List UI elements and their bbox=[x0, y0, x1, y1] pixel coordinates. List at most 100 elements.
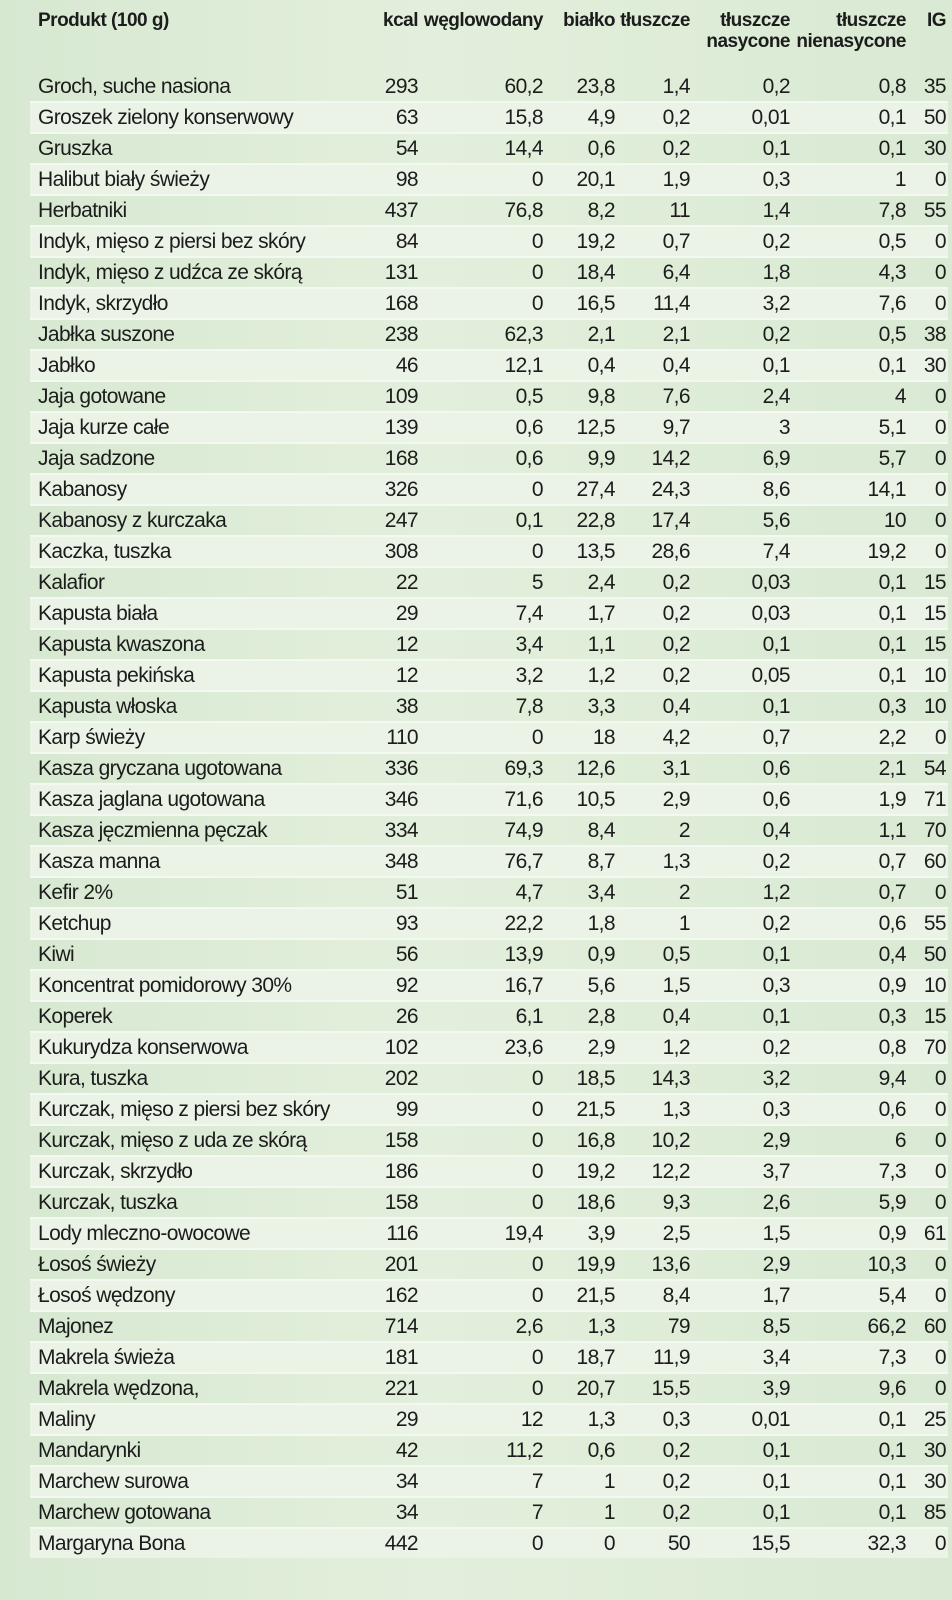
protein-cell: 19,2 bbox=[545, 1156, 617, 1188]
table-row: Margaryna Bona 442 0 0 50 15,5 32,3 0 bbox=[30, 1528, 948, 1558]
table-row: Jabłka suszone 238 62,3 2,1 2,1 0,2 0,5 38 bbox=[30, 319, 948, 351]
carbohydrates-cell: 0 bbox=[420, 1280, 545, 1312]
product-name-cell: Mandarynki bbox=[30, 1435, 357, 1467]
carbohydrates-cell: 7 bbox=[420, 1497, 545, 1529]
glycemic-index-cell: 0 bbox=[908, 288, 948, 320]
protein-cell: 22,8 bbox=[545, 505, 617, 537]
protein-cell: 16,8 bbox=[545, 1125, 617, 1157]
kcal-cell: 336 bbox=[357, 753, 420, 785]
glycemic-index-cell: 35 bbox=[908, 72, 948, 103]
carbohydrates-cell: 0 bbox=[420, 164, 545, 196]
kcal-cell: 186 bbox=[357, 1156, 420, 1188]
saturated-fat-cell: 0,1 bbox=[692, 1466, 792, 1498]
carbohydrates-cell: 60,2 bbox=[420, 72, 545, 103]
kcal-cell: 92 bbox=[357, 970, 420, 1002]
glycemic-index-cell: 0 bbox=[908, 1528, 948, 1558]
carbohydrates-cell: 0 bbox=[420, 722, 545, 754]
carbohydrates-cell: 74,9 bbox=[420, 815, 545, 847]
table-row: Kapusta pekińska 12 3,2 1,2 0,2 0,05 0,1 10 bbox=[30, 660, 948, 692]
glycemic-index-cell: 85 bbox=[908, 1497, 948, 1529]
protein-cell: 2,9 bbox=[545, 1032, 617, 1064]
carbohydrates-cell: 0 bbox=[420, 226, 545, 258]
product-name-cell: Lody mleczno-owocowe bbox=[30, 1218, 357, 1250]
unsaturated-fat-cell: 9,4 bbox=[792, 1063, 908, 1095]
saturated-fat-cell: 8,6 bbox=[692, 474, 792, 506]
protein-cell: 2,8 bbox=[545, 1001, 617, 1033]
saturated-fat-cell: 3,9 bbox=[692, 1373, 792, 1405]
table-row: Kalafior 22 5 2,4 0,2 0,03 0,1 15 bbox=[30, 567, 948, 599]
protein-cell: 0,4 bbox=[545, 350, 617, 382]
saturated-fat-cell: 0,1 bbox=[692, 133, 792, 165]
kcal-cell: 201 bbox=[357, 1249, 420, 1281]
carbohydrates-cell: 0 bbox=[420, 1094, 545, 1126]
glycemic-index-cell: 50 bbox=[908, 102, 948, 134]
saturated-fat-cell: 0,6 bbox=[692, 784, 792, 816]
fat-cell: 17,4 bbox=[617, 505, 692, 537]
table-row: Kapusta biała 29 7,4 1,7 0,2 0,03 0,1 15 bbox=[30, 598, 948, 630]
product-name-cell: Łosoś świeży bbox=[30, 1249, 357, 1281]
fat-cell: 2,9 bbox=[617, 784, 692, 816]
glycemic-index-cell: 0 bbox=[908, 1342, 948, 1374]
kcal-cell: 110 bbox=[357, 722, 420, 754]
unsaturated-fat-cell: 2,1 bbox=[792, 753, 908, 785]
unsaturated-fat-cell: 0,8 bbox=[792, 72, 908, 103]
kcal-cell: 22 bbox=[357, 567, 420, 599]
saturated-fat-cell: 6,9 bbox=[692, 443, 792, 475]
unsaturated-fat-cell: 0,1 bbox=[792, 1435, 908, 1467]
glycemic-index-cell: 0 bbox=[908, 412, 948, 444]
fat-cell: 0,2 bbox=[617, 1435, 692, 1467]
table-row: Kasza manna 348 76,7 8,7 1,3 0,2 0,7 60 bbox=[30, 846, 948, 878]
table-row: Kefir 2% 51 4,7 3,4 2 1,2 0,7 0 bbox=[30, 877, 948, 909]
saturated-fat-cell: 0,1 bbox=[692, 350, 792, 382]
protein-cell: 3,3 bbox=[545, 691, 617, 723]
saturated-fat-cell: 1,4 bbox=[692, 195, 792, 227]
product-name-cell: Koperek bbox=[30, 1001, 357, 1033]
header-glycemic-index: IG bbox=[926, 10, 947, 31]
table-row: Kurczak, skrzydło 186 0 19,2 12,2 3,7 7,3 0 bbox=[30, 1156, 948, 1188]
table-row: Kasza gryczana ugotowana 336 69,3 12,6 3,1 0,… bbox=[30, 753, 948, 785]
glycemic-index-cell: 70 bbox=[908, 1032, 948, 1064]
unsaturated-fat-cell: 0,1 bbox=[792, 350, 908, 382]
kcal-cell: 247 bbox=[357, 505, 420, 537]
protein-cell: 21,5 bbox=[545, 1094, 617, 1126]
carbohydrates-cell: 0,6 bbox=[420, 443, 545, 475]
header-row: Produkt (100 g) kcal węglowodany białko … bbox=[30, 6, 948, 72]
product-name-cell: Kurczak, skrzydło bbox=[30, 1156, 357, 1188]
fat-cell: 14,3 bbox=[617, 1063, 692, 1095]
table-row: Majonez 714 2,6 1,3 79 8,5 66,2 60 bbox=[30, 1311, 948, 1343]
kcal-cell: 116 bbox=[357, 1218, 420, 1250]
table-row: Kapusta kwaszona 12 3,4 1,1 0,2 0,1 0,1 15 bbox=[30, 629, 948, 661]
glycemic-index-cell: 0 bbox=[908, 164, 948, 196]
carbohydrates-cell: 0 bbox=[420, 474, 545, 506]
unsaturated-fat-cell: 9,6 bbox=[792, 1373, 908, 1405]
fat-cell: 6,4 bbox=[617, 257, 692, 289]
carbohydrates-cell: 15,8 bbox=[420, 102, 545, 134]
table-row: Jaja kurze całe 139 0,6 12,5 9,7 3 5,1 0 bbox=[30, 412, 948, 444]
fat-cell: 0,2 bbox=[617, 598, 692, 630]
glycemic-index-cell: 0 bbox=[908, 1187, 948, 1219]
table-row: Indyk, skrzydło 168 0 16,5 11,4 3,2 7,6 0 bbox=[30, 288, 948, 320]
kcal-cell: 202 bbox=[357, 1063, 420, 1095]
unsaturated-fat-cell: 0,1 bbox=[792, 660, 908, 692]
protein-cell: 8,7 bbox=[545, 846, 617, 878]
carbohydrates-cell: 0,6 bbox=[420, 412, 545, 444]
table-row: Mandarynki 42 11,2 0,6 0,2 0,1 0,1 30 bbox=[30, 1435, 948, 1467]
table-row: Jaja sadzone 168 0,6 9,9 14,2 6,9 5,7 0 bbox=[30, 443, 948, 475]
unsaturated-fat-cell: 0,4 bbox=[792, 939, 908, 971]
glycemic-index-cell: 38 bbox=[908, 319, 948, 351]
table-row: Kura, tuszka 202 0 18,5 14,3 3,2 9,4 0 bbox=[30, 1063, 948, 1095]
protein-cell: 13,5 bbox=[545, 536, 617, 568]
protein-cell: 1,1 bbox=[545, 629, 617, 661]
table-row: Kasza jęczmienna pęczak 334 74,9 8,4 2 0,4 1,1… bbox=[30, 815, 948, 847]
carbohydrates-cell: 0 bbox=[420, 288, 545, 320]
protein-cell: 27,4 bbox=[545, 474, 617, 506]
saturated-fat-cell: 0,01 bbox=[692, 1404, 792, 1436]
table-row: Kurczak, tuszka 158 0 18,6 9,3 2,6 5,9 0 bbox=[30, 1187, 948, 1219]
saturated-fat-cell: 3,2 bbox=[692, 288, 792, 320]
kcal-cell: 293 bbox=[357, 72, 420, 103]
glycemic-index-cell: 30 bbox=[908, 1466, 948, 1498]
glycemic-index-cell: 30 bbox=[908, 1435, 948, 1467]
table-row: Groch, suche nasiona 293 60,2 23,8 1,4 0,2 0,8… bbox=[30, 72, 948, 103]
glycemic-index-cell: 10 bbox=[908, 660, 948, 692]
carbohydrates-cell: 7,4 bbox=[420, 598, 545, 630]
